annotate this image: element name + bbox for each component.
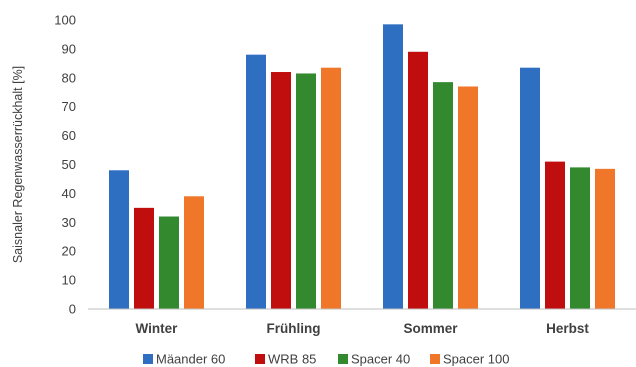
y-tick-label: 40 [62,186,76,201]
legend-swatch [143,354,153,364]
bar-wrb-85-sommer [408,51,428,309]
legend-label: Spacer 40 [351,352,410,367]
bar-spacer-40-sommer [433,82,453,309]
y-axis-ticks: 0 10 20 30 40 50 60 70 80 90 100 [54,13,76,317]
bar-spacer-40-herbst [570,167,590,309]
bar-m-ander-60-winter [109,170,129,309]
bar-wrb-85-herbst [545,161,565,309]
legend-label: Spacer 100 [443,352,510,367]
y-tick-label: 90 [62,41,76,56]
bar-m-ander-60-sommer [383,24,403,310]
x-category-label: Frühling [267,321,321,336]
y-tick-label: 60 [62,128,76,143]
legend-swatch [255,354,265,364]
bar-wrb-85-winter [134,207,154,309]
x-category-label: Herbst [546,321,589,336]
legend-label: Mäander 60 [156,352,225,367]
bar-spacer-100-herbst [595,168,615,309]
bar-m-ander-60-herbst [520,67,540,309]
legend-swatch [338,354,348,364]
x-axis-category-labels: Winter Frühling Sommer Herbst [136,321,590,336]
y-tick-label: 20 [62,244,76,259]
y-tick-label: 70 [62,99,76,114]
legend: Mäander 60 WRB 85 Spacer 40 Spacer 100 [143,352,510,367]
y-tick-label: 10 [62,273,76,288]
legend-label: WRB 85 [268,352,316,367]
x-category-label: Sommer [403,321,458,336]
legend-swatch [430,354,440,364]
bar-spacer-100-fr-hling [321,67,341,309]
bar-spacer-100-winter [184,196,204,309]
x-category-label: Winter [136,321,179,336]
y-tick-label: 100 [54,13,76,28]
bar-spacer-40-fr-hling [296,73,316,309]
bar-spacer-100-sommer [458,86,478,309]
y-tick-label: 50 [62,157,76,172]
y-tick-label: 80 [62,70,76,85]
bar-wrb-85-fr-hling [271,72,291,310]
y-axis-label: Saisnaler Regenwasserrückhalt [%] [11,66,25,263]
y-tick-label: 0 [69,302,76,317]
y-tick-label: 30 [62,215,76,230]
bar-series-group [109,24,615,310]
bar-m-ander-60-fr-hling [246,54,266,310]
bar-spacer-40-winter [159,216,179,309]
